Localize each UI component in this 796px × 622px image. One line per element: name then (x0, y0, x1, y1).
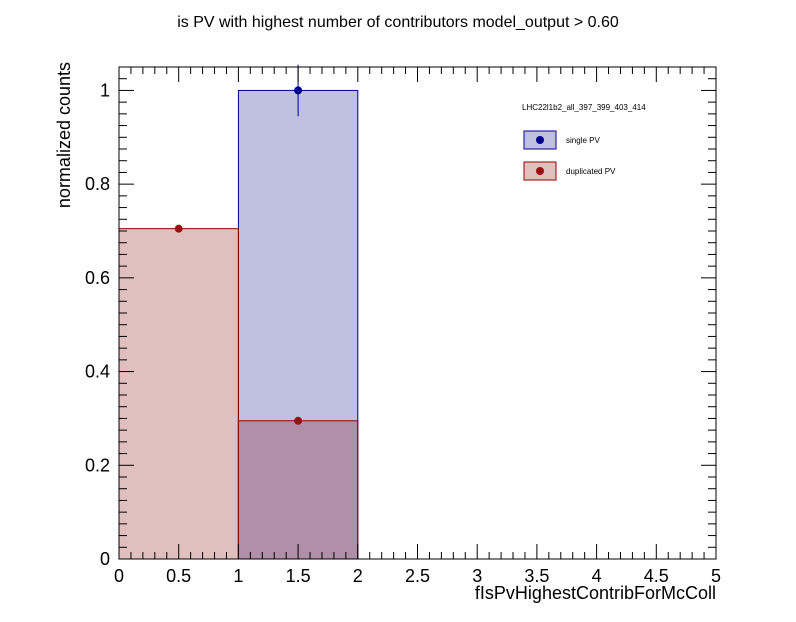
x-axis-label: fIsPvHighestContribForMcColl (475, 583, 716, 603)
x-tick-label: 3 (472, 566, 482, 586)
x-tick-label: 2 (353, 566, 363, 586)
x-tick-label: 5 (711, 566, 721, 586)
x-tick-label: 4 (592, 566, 602, 586)
legend-marker-duplicated-pv (536, 167, 544, 175)
x-tick-label: 1 (233, 566, 243, 586)
legend-marker-single-pv (536, 136, 544, 144)
axis-ticks (118, 66, 717, 560)
chart-title: is PV with highest number of contributor… (177, 14, 619, 31)
histogram-fills (119, 90, 358, 559)
legend: LHC22l1b2_all_397_399_403_414 single PV … (522, 103, 646, 181)
x-tick-label: 0.5 (166, 566, 191, 586)
y-tick-label: 0 (100, 549, 110, 569)
y-axis-label: normalized counts (54, 62, 74, 208)
y-tick-label: 0.6 (85, 268, 110, 288)
point-duplicated-pv-bin-1 (294, 416, 303, 425)
x-tick-label: 4.5 (644, 566, 669, 586)
y-tick-label: 0.4 (85, 362, 110, 382)
x-tick-label: 2.5 (405, 566, 430, 586)
bar-overlap-bin-1 (238, 420, 358, 559)
point-single-pv-bin-1 (294, 86, 303, 95)
y-tick-label: 0.2 (85, 455, 110, 475)
legend-label-duplicated-pv: duplicated PV (566, 167, 616, 176)
tick-labels: 0 0.5 1 1.5 2 2.5 3 3.5 4 4.5 5 0 0.2 0.4 0.6 0.8 1 (85, 80, 721, 586)
x-tick-label: 1.5 (286, 566, 311, 586)
x-tick-label: 3.5 (524, 566, 549, 586)
x-tick-label: 0 (114, 566, 124, 586)
legend-label-single-pv: single PV (566, 136, 600, 145)
y-tick-label: 1 (100, 80, 110, 100)
point-duplicated-pv-bin-0 (174, 224, 183, 233)
legend-header: LHC22l1b2_all_397_399_403_414 (522, 103, 646, 112)
bar-fill-duplicated-pv-bin-0 (119, 228, 239, 559)
legend-entry-single-pv: single PV (523, 130, 600, 150)
y-tick-label: 0.8 (85, 174, 110, 194)
legend-entry-duplicated-pv: duplicated PV (523, 161, 616, 181)
